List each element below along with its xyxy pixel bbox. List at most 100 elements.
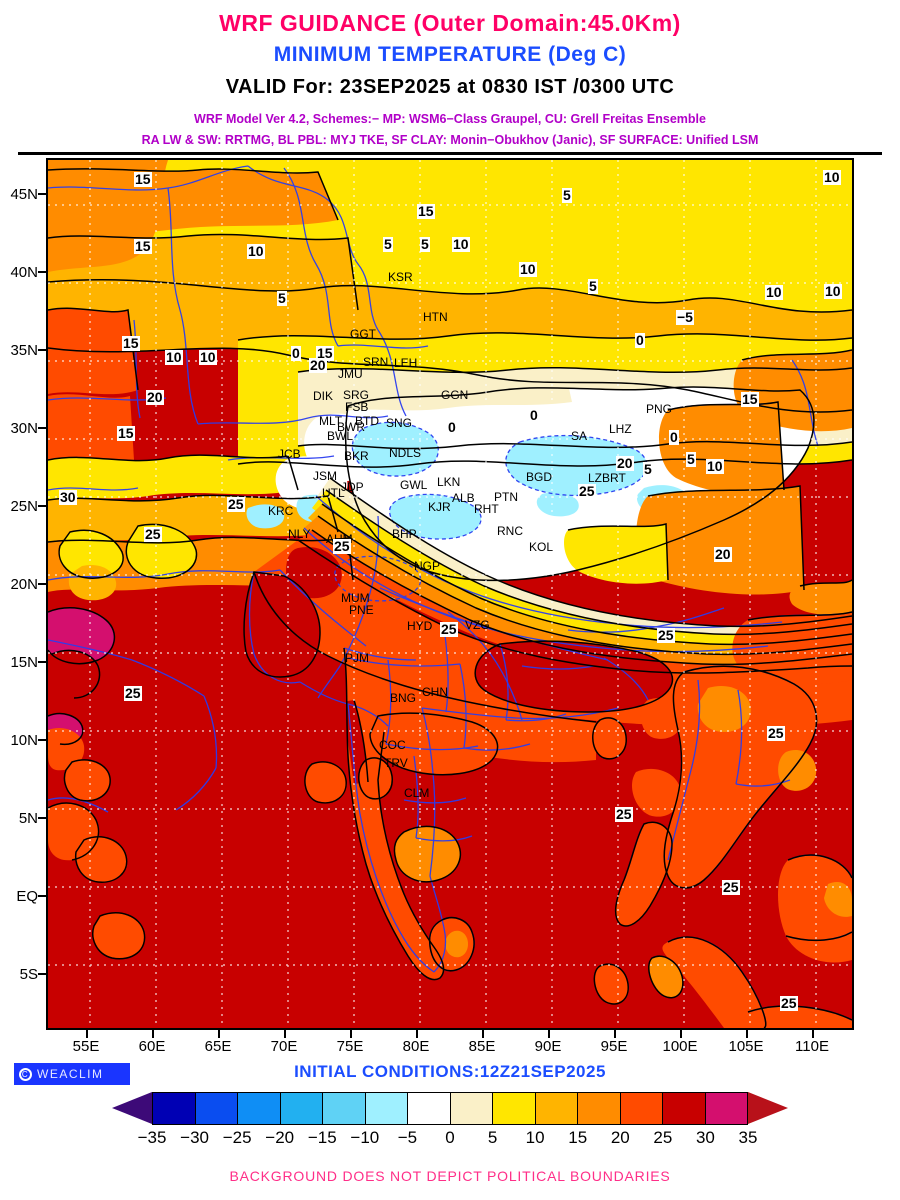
contour-label: 0: [669, 429, 679, 445]
contour-label: 25: [657, 627, 675, 643]
contour-label: 0: [529, 407, 539, 423]
y-axis-tick: [38, 193, 46, 195]
x-tick-label: 75E: [336, 1038, 364, 1055]
y-tick-label: 10N: [10, 732, 38, 749]
city-label: GGN: [441, 388, 469, 402]
x-tick-label: 80E: [402, 1038, 430, 1055]
city-label: UTL: [322, 486, 345, 500]
city-label: MLT: [319, 414, 343, 428]
colorbar-tick-label: 35: [738, 1128, 758, 1147]
weaclim-label: WEACLIM: [37, 1067, 104, 1081]
city-label: NLY: [288, 527, 311, 541]
model-config-line-2: RA LW & SW: RRTMG, BL PBL: MYJ TKE, SF C…: [141, 133, 759, 147]
colorbar-cell: [534, 1092, 577, 1125]
colorbar-tick-label: −25: [222, 1128, 252, 1147]
colorbar-tick-label: 10: [525, 1128, 545, 1147]
colorbar-cell: [152, 1092, 195, 1125]
x-tick-label: 105E: [728, 1038, 764, 1055]
y-tick-label: 25N: [10, 498, 38, 515]
contour-label: 5: [562, 187, 572, 203]
y-tick-label: 45N: [10, 186, 38, 203]
city-label: RHT: [474, 502, 499, 516]
colorbar-tick-label: 15: [568, 1128, 588, 1147]
city-label: SRN: [363, 355, 389, 369]
contour-label: 25: [722, 879, 740, 895]
x-tick-label: 60E: [138, 1038, 166, 1055]
city-label: DIK: [313, 389, 334, 403]
x-tick-label: 65E: [204, 1038, 232, 1055]
colorbar-cell: [407, 1092, 450, 1125]
contour-label: 10: [519, 261, 537, 277]
city-label: ALB: [452, 491, 475, 505]
contour-label: 25: [333, 538, 351, 554]
contour-label: 25: [227, 496, 245, 512]
contour-label: 15: [316, 345, 334, 361]
y-tick-label: 20N: [10, 576, 38, 593]
contour-label: 25: [124, 685, 142, 701]
contour-label: 20: [616, 455, 634, 471]
y-tick-label: 35N: [10, 342, 38, 359]
map-canvas: [48, 160, 852, 1028]
city-label: PNG: [646, 402, 673, 416]
initial-conditions-label: INITIAL CONDITIONS:12Z21SEP2025: [294, 1062, 606, 1081]
city-label: SNG: [386, 416, 413, 430]
disclaimer-text: BACKGROUND DOES NOT DEPICT POLITICAL BOU…: [229, 1168, 671, 1184]
x-tick-label: 90E: [534, 1038, 562, 1055]
x-tick-label: 100E: [662, 1038, 698, 1055]
city-label: PTN: [494, 490, 518, 504]
city-label: GWL: [400, 478, 428, 492]
y-axis-tick: [38, 349, 46, 351]
city-label: PJM: [345, 651, 369, 665]
city-label: CHN: [422, 685, 448, 699]
contour-label: 5: [588, 278, 598, 294]
header-divider: [18, 152, 882, 155]
valid-time-label: VALID For: 23SEP2025 at 0830 IST /0300 U…: [225, 76, 675, 98]
contour-label: 30: [59, 489, 77, 505]
y-tick-label: 5N: [18, 810, 38, 827]
colorbar-cell: [364, 1092, 407, 1125]
x-tick-label: 70E: [270, 1038, 298, 1055]
colorbar-cell: [662, 1092, 705, 1125]
city-label: SRG: [343, 388, 370, 402]
colorbar-tick-label: −5: [397, 1128, 418, 1147]
y-tick-label: 5S: [19, 966, 38, 983]
contour-label: 20: [146, 389, 164, 405]
colorbar-tick-label: −35: [137, 1128, 167, 1147]
x-axis-tick: [416, 1030, 418, 1038]
x-tick-label: 95E: [600, 1038, 628, 1055]
colorbar-tick-label: 0: [445, 1128, 455, 1147]
city-label: HYD: [407, 619, 433, 633]
contour-label: 15: [134, 171, 152, 187]
contour-label: 25: [440, 621, 458, 637]
contour-label: 15: [122, 335, 140, 351]
city-label: BTD: [355, 414, 379, 428]
contour-label: 10: [823, 169, 841, 185]
colorbar[interactable]: −35 −30 −25 −20 −15 −10 −5 0 5 10 15 20 25 30 35: [0, 1092, 900, 1152]
contour-label: 15: [117, 425, 135, 441]
colorbar-cell: [704, 1092, 748, 1125]
y-axis-tick: [38, 583, 46, 585]
y-axis-tick: [38, 817, 46, 819]
city-label: BHP: [392, 527, 417, 541]
contour-label: 10: [706, 458, 724, 474]
contour-label: 25: [780, 995, 798, 1011]
contour-label: 5: [383, 236, 393, 252]
city-label: GGT: [350, 327, 376, 341]
contour-label: 15: [417, 203, 435, 219]
contour-label: 0: [447, 419, 457, 435]
x-axis-tick: [680, 1030, 682, 1038]
contour-label: 0: [291, 345, 301, 361]
city-label: BRT: [602, 471, 626, 485]
city-label: LEH: [394, 356, 418, 370]
colorbar-cell: [279, 1092, 322, 1125]
colorbar-cell: [492, 1092, 535, 1125]
colorbar-tick-label: −15: [307, 1128, 337, 1147]
contour-label: 10: [199, 349, 217, 365]
y-axis-tick: [38, 505, 46, 507]
contour-label: 15: [741, 391, 759, 407]
contour-label: 25: [767, 725, 785, 741]
city-label: KJR: [428, 500, 451, 514]
city-label: BKR: [344, 449, 369, 463]
city-label: KOL: [529, 540, 554, 554]
temperature-map[interactable]: [46, 158, 854, 1030]
